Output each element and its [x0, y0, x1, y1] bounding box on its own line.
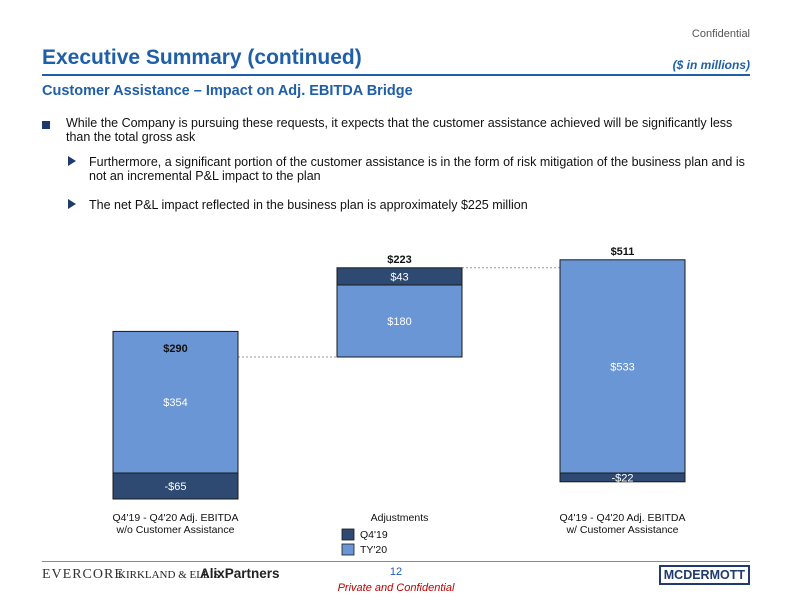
total-label: $223: [387, 254, 411, 266]
total-label: $511: [611, 246, 635, 258]
kirkland-ellis-logo: KIRKLAND & ELLIS: [118, 569, 220, 581]
data-label: $354: [163, 397, 187, 409]
category-label: Q4'19 - Q4'20 Adj. EBITDA: [560, 512, 686, 524]
page-number: 12: [389, 566, 403, 578]
triangle-bullet-icon: [68, 156, 76, 166]
confidential-label: Confidential: [691, 28, 750, 40]
total-label: $290: [163, 343, 187, 355]
category-label: w/o Customer Assistance: [116, 524, 235, 536]
bullet-sub-1: Furthermore, a significant portion of th…: [89, 155, 745, 183]
private-confidential-label: Private and Confidential: [337, 582, 455, 594]
category-label: Adjustments: [371, 512, 429, 524]
square-bullet-icon: [42, 121, 50, 129]
legend-label: Q4'19: [360, 529, 388, 541]
data-label: $533: [610, 361, 634, 373]
bar-segment-ty20-1: [112, 330, 239, 474]
bar-segment-q419-2: [336, 267, 463, 286]
legend-swatch-ty20: [341, 543, 355, 556]
bullet-sub-2: The net P&L impact reflected in the busi…: [89, 198, 528, 212]
data-label: -$22: [611, 472, 633, 484]
category-label: Q4'19 - Q4'20 Adj. EBITDA: [113, 512, 239, 524]
data-label: $43: [390, 271, 408, 283]
legend-swatch-q419: [341, 528, 355, 541]
category-label: w/ Customer Assistance: [565, 524, 678, 536]
section-subtitle: Customer Assistance – Impact on Adj. EBI…: [42, 83, 413, 99]
page-title: Executive Summary (continued): [42, 46, 362, 69]
data-label: -$65: [164, 481, 186, 493]
mcdermott-logo: MCDERMOTT: [658, 565, 750, 585]
evercore-logo: EVERCORE: [42, 567, 124, 582]
alixpartners-logo: AlixPartners: [200, 566, 280, 581]
bullet-main: While the Company is pursuing these requ…: [66, 116, 733, 144]
triangle-bullet-icon: [68, 199, 76, 209]
footer-rule: [42, 561, 750, 562]
data-label: $180: [387, 316, 411, 328]
bar-segment-ty20-3: [559, 259, 686, 474]
title-rule: [42, 74, 750, 76]
legend-label: TY'20: [360, 544, 387, 556]
units-note: ($ in millions): [672, 58, 750, 72]
